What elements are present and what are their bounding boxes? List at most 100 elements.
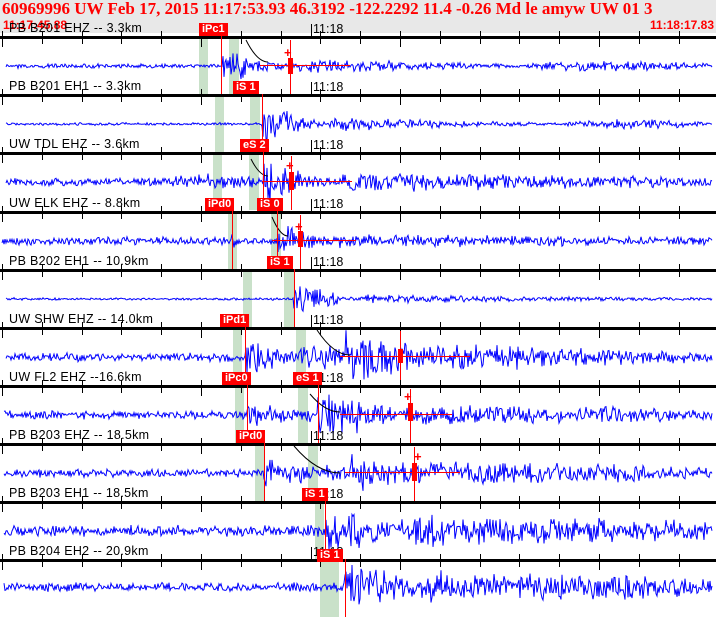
axis-tick [281,272,282,277]
axis-tick-up [320,264,321,269]
trace-elk-ehz[interactable]: 11:18 UW ELK EHZ -- 8.8km iPd0 iS 0 + [0,196,716,269]
trace-b201-eh1[interactable]: 11:18 PB B201 EH1 -- 3.3km iS 1 [0,79,716,152]
channel-label: PB B203 EH1 -- 18.5km [9,486,149,500]
trace-fl2-ehz[interactable]: 11:18 UW FL2 EHZ --16.6km iPc0 eS 1 + [0,370,716,443]
axis-tick-up [241,264,242,269]
pick-line-ipd0[interactable] [232,211,233,269]
axis-tick-up [480,554,481,559]
axis-tick-up [121,31,122,36]
axis-tick-up [360,147,361,152]
axis-tick [121,39,122,44]
axis-tick-up [480,89,481,94]
axis-tick [82,97,83,102]
pick-label-is0[interactable]: iS 0 [257,198,283,211]
axis-tick-up [519,206,520,211]
axis-tick [599,155,600,163]
axis-tick-up [320,322,321,327]
pick-label-ipc0[interactable]: iPc0 [222,372,251,385]
axis-tick-up [440,496,441,501]
trace-tdl-ehz[interactable]: 11:18 UW TDL EHZ -- 3.6km eS 2 + [0,137,716,210]
time-axis [0,327,716,330]
axis-tick-up [281,89,282,94]
axis-tick-up [161,380,162,385]
axis-tick-up [161,322,162,327]
axis-tick [2,504,3,512]
coda-duration-line [260,65,350,66]
trace-b203-ehz[interactable]: 11:18 PB B203 EHZ -- 18.5km iPd0 + [0,428,716,501]
pick-label-ipd1[interactable]: iPd1 [220,314,250,327]
pick-line-is1[interactable] [294,269,295,327]
axis-tick [201,330,202,338]
axis-tick-up [440,554,441,559]
axis-tick-up [201,496,202,501]
trace-shw-ehz[interactable]: 11:18 UW SHW EHZ -- 14.0km iPd1 [0,312,716,385]
axis-tick-up [82,264,83,269]
axis-tick [121,214,122,219]
axis-tick-up [281,380,282,385]
axis-tick-up [360,206,361,211]
time-axis [0,385,716,388]
pick-line-es1[interactable] [318,385,319,443]
time-axis [0,501,716,504]
pick-line-is1[interactable] [262,94,263,152]
axis-tick [161,330,162,335]
pick-label-is1[interactable]: iS 1 [233,81,259,94]
minute-tick [311,82,312,94]
axis-tick [599,504,600,512]
pick-label-is1[interactable]: iS 1 [267,256,293,269]
pick-line-is1[interactable] [325,501,326,559]
axis-tick-up [241,31,242,36]
axis-tick-up [42,147,43,152]
pick-label-is1[interactable]: iS 1 [302,488,328,501]
pick-line-ipc0[interactable] [247,385,248,443]
axis-tick [559,97,560,102]
minute-label: 11:18 [313,80,344,94]
axis-tick [42,272,43,277]
axis-tick-up [480,438,481,443]
axis-tick-up [42,554,43,559]
pick-leader-line [309,393,341,413]
axis-tick [2,388,3,396]
axis-tick-up [679,89,680,94]
axis-tick-up [161,496,162,501]
pick-label-es1[interactable]: eS 1 [293,372,322,385]
pick-line-ipc1[interactable] [221,36,222,94]
amplitude-plus-icon: + [295,219,303,234]
trace-b203-eh1[interactable]: 11:18 PB B203 EH1 -- 18.5km iS 1 [0,486,716,559]
axis-tick [360,388,361,393]
pick-line-ipd1[interactable] [245,327,246,385]
axis-tick [679,446,680,451]
pick-label-ipd0[interactable]: iPd0 [205,198,235,211]
minute-label: 11:18 [313,197,344,211]
axis-tick-up [559,31,560,36]
axis-tick-up [599,554,600,559]
pick-label-is1[interactable]: iS 1 [317,549,343,562]
channel-label: UW ELK EHZ -- 8.8km [9,196,141,210]
axis-tick [440,504,441,509]
axis-tick [281,97,282,102]
axis-tick [161,562,162,567]
phase-window-band [284,269,294,327]
phase-window-band [320,559,329,617]
pick-label-es2[interactable]: eS 2 [240,139,269,152]
pick-label-ipc1[interactable]: iPc1 [199,23,228,36]
amplitude-stem [300,215,301,269]
axis-tick [519,272,520,277]
minute-label: 11:18 [313,429,344,443]
axis-tick-up [42,89,43,94]
time-axis [0,152,716,155]
axis-tick [82,504,83,509]
axis-tick [599,562,600,570]
pick-line-is1[interactable] [345,559,346,617]
axis-tick [679,562,680,567]
pick-label-ipd0[interactable]: iPd0 [236,430,266,443]
axis-tick-up [559,438,560,443]
trace-b201-ehz[interactable]: 11:18 PB B201 EHZ -- 3.3km iPc1 + [0,21,716,94]
axis-tick-up [82,206,83,211]
axis-tick [679,97,680,102]
pick-line-ipd0[interactable] [264,443,265,501]
trace-b202-eh1[interactable]: 11:18 PB B202 EH1 -- 10.9km iS 1 [0,254,716,327]
axis-tick [241,155,242,160]
